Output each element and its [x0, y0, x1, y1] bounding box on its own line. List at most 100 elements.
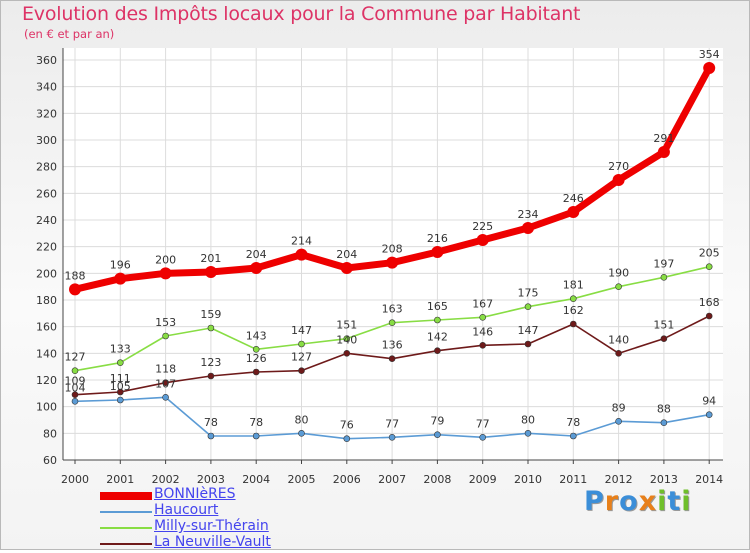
- data-label-milly: 197: [653, 257, 674, 270]
- logo-letter: i: [681, 486, 692, 517]
- data-point-haucourt: [298, 430, 305, 437]
- data-label-neuville: 140: [608, 333, 629, 346]
- data-label-milly: 163: [382, 303, 403, 316]
- data-label-bonnieres: 204: [336, 248, 357, 261]
- data-label-bonnieres: 234: [518, 208, 539, 221]
- data-label-milly: 181: [563, 279, 584, 292]
- legend-swatch-milly: [100, 527, 152, 529]
- logo-letter: x: [638, 486, 658, 517]
- data-point-haucourt: [162, 394, 169, 401]
- legend-swatch-neuville: [100, 543, 152, 545]
- data-point-bonnieres: [476, 234, 489, 246]
- data-point-bonnieres: [431, 246, 444, 258]
- y-tick-label: 240: [36, 214, 57, 227]
- data-label-haucourt: 105: [110, 380, 131, 393]
- y-tick-label: 320: [36, 107, 57, 120]
- y-tick-label: 140: [36, 347, 57, 360]
- data-point-neuville: [569, 320, 577, 328]
- data-label-bonnieres: 200: [155, 253, 176, 266]
- data-point-neuville: [479, 342, 487, 349]
- data-label-neuville: 162: [563, 304, 584, 317]
- data-label-haucourt: 77: [476, 417, 490, 430]
- data-point-milly: [569, 295, 577, 302]
- data-point-neuville: [388, 355, 396, 362]
- x-tick-label: 2001: [106, 473, 134, 486]
- data-point-milly: [660, 274, 668, 281]
- y-tick-label: 340: [36, 81, 57, 94]
- data-point-haucourt: [252, 432, 260, 440]
- data-point-bonnieres: [340, 262, 353, 274]
- data-point-haucourt: [388, 434, 396, 441]
- y-tick-label: 360: [36, 54, 57, 67]
- y-tick-label: 300: [36, 134, 57, 147]
- data-point-neuville: [162, 379, 169, 386]
- data-point-haucourt: [207, 432, 215, 440]
- data-point-milly: [252, 346, 260, 353]
- data-point-bonnieres: [703, 62, 716, 74]
- y-tick-label: 100: [36, 401, 57, 414]
- data-point-haucourt: [479, 434, 487, 441]
- data-point-haucourt: [117, 396, 124, 404]
- data-label-bonnieres: 208: [382, 243, 403, 256]
- data-label-bonnieres: 201: [200, 252, 221, 265]
- data-point-neuville: [71, 391, 79, 398]
- data-label-neuville: 136: [382, 339, 403, 352]
- data-label-milly: 127: [65, 351, 86, 364]
- data-label-haucourt: 76: [340, 419, 354, 432]
- data-label-neuville: 168: [699, 296, 720, 309]
- data-point-neuville: [298, 367, 305, 374]
- data-point-neuville: [117, 388, 124, 396]
- data-point-milly: [524, 303, 532, 310]
- data-label-haucourt: 89: [612, 401, 626, 414]
- data-point-neuville: [343, 350, 351, 357]
- data-point-bonnieres: [204, 266, 217, 278]
- data-label-bonnieres: 246: [563, 192, 584, 205]
- y-tick-label: 180: [36, 294, 57, 307]
- data-label-neuville: 127: [291, 351, 312, 364]
- data-label-haucourt: 78: [204, 416, 218, 429]
- data-point-milly: [479, 314, 487, 321]
- data-label-haucourt: 78: [566, 416, 580, 429]
- data-label-milly: 167: [472, 297, 493, 310]
- data-label-neuville: 151: [653, 319, 674, 332]
- data-label-bonnieres: 196: [110, 259, 131, 272]
- data-label-bonnieres: 291: [653, 132, 674, 145]
- data-point-haucourt: [569, 432, 577, 440]
- data-point-bonnieres: [69, 283, 81, 296]
- legend-label-haucourt: Haucourt: [154, 502, 219, 518]
- y-tick-label: 220: [36, 241, 57, 254]
- data-point-milly: [298, 340, 305, 348]
- y-tick-label: 260: [36, 187, 57, 200]
- data-label-milly: 133: [110, 343, 131, 356]
- data-point-neuville: [615, 350, 622, 357]
- x-tick-label: 2007: [378, 473, 406, 486]
- y-tick-label: 160: [36, 321, 57, 334]
- y-tick-label: 200: [36, 267, 57, 280]
- data-label-haucourt: 79: [430, 415, 444, 428]
- data-point-milly: [207, 324, 215, 332]
- data-point-bonnieres: [250, 262, 263, 274]
- data-label-haucourt: 80: [295, 413, 309, 426]
- data-label-haucourt: 94: [702, 395, 716, 408]
- data-label-bonnieres: 225: [472, 220, 493, 233]
- data-point-neuville: [252, 368, 260, 376]
- data-point-neuville: [207, 372, 215, 380]
- data-point-milly: [343, 335, 351, 342]
- data-point-haucourt: [705, 411, 713, 418]
- x-tick-label: 2013: [650, 473, 678, 486]
- data-point-neuville: [705, 312, 713, 320]
- data-point-milly: [705, 263, 713, 270]
- proxiti-logo: Proxiti: [584, 486, 692, 517]
- logo-letter: t: [667, 486, 682, 517]
- x-tick-label: 2006: [333, 473, 361, 486]
- data-label-bonnieres: 204: [246, 248, 267, 261]
- data-label-neuville: 142: [427, 331, 448, 344]
- data-label-bonnieres: 216: [427, 232, 448, 245]
- data-label-neuville: 111: [110, 372, 131, 385]
- x-tick-label: 2002: [152, 473, 180, 486]
- legend-label-bonnieres: BONNIèRES: [154, 486, 236, 502]
- data-label-milly: 165: [427, 300, 448, 313]
- x-tick-label: 2005: [288, 473, 316, 486]
- data-point-bonnieres: [612, 174, 625, 186]
